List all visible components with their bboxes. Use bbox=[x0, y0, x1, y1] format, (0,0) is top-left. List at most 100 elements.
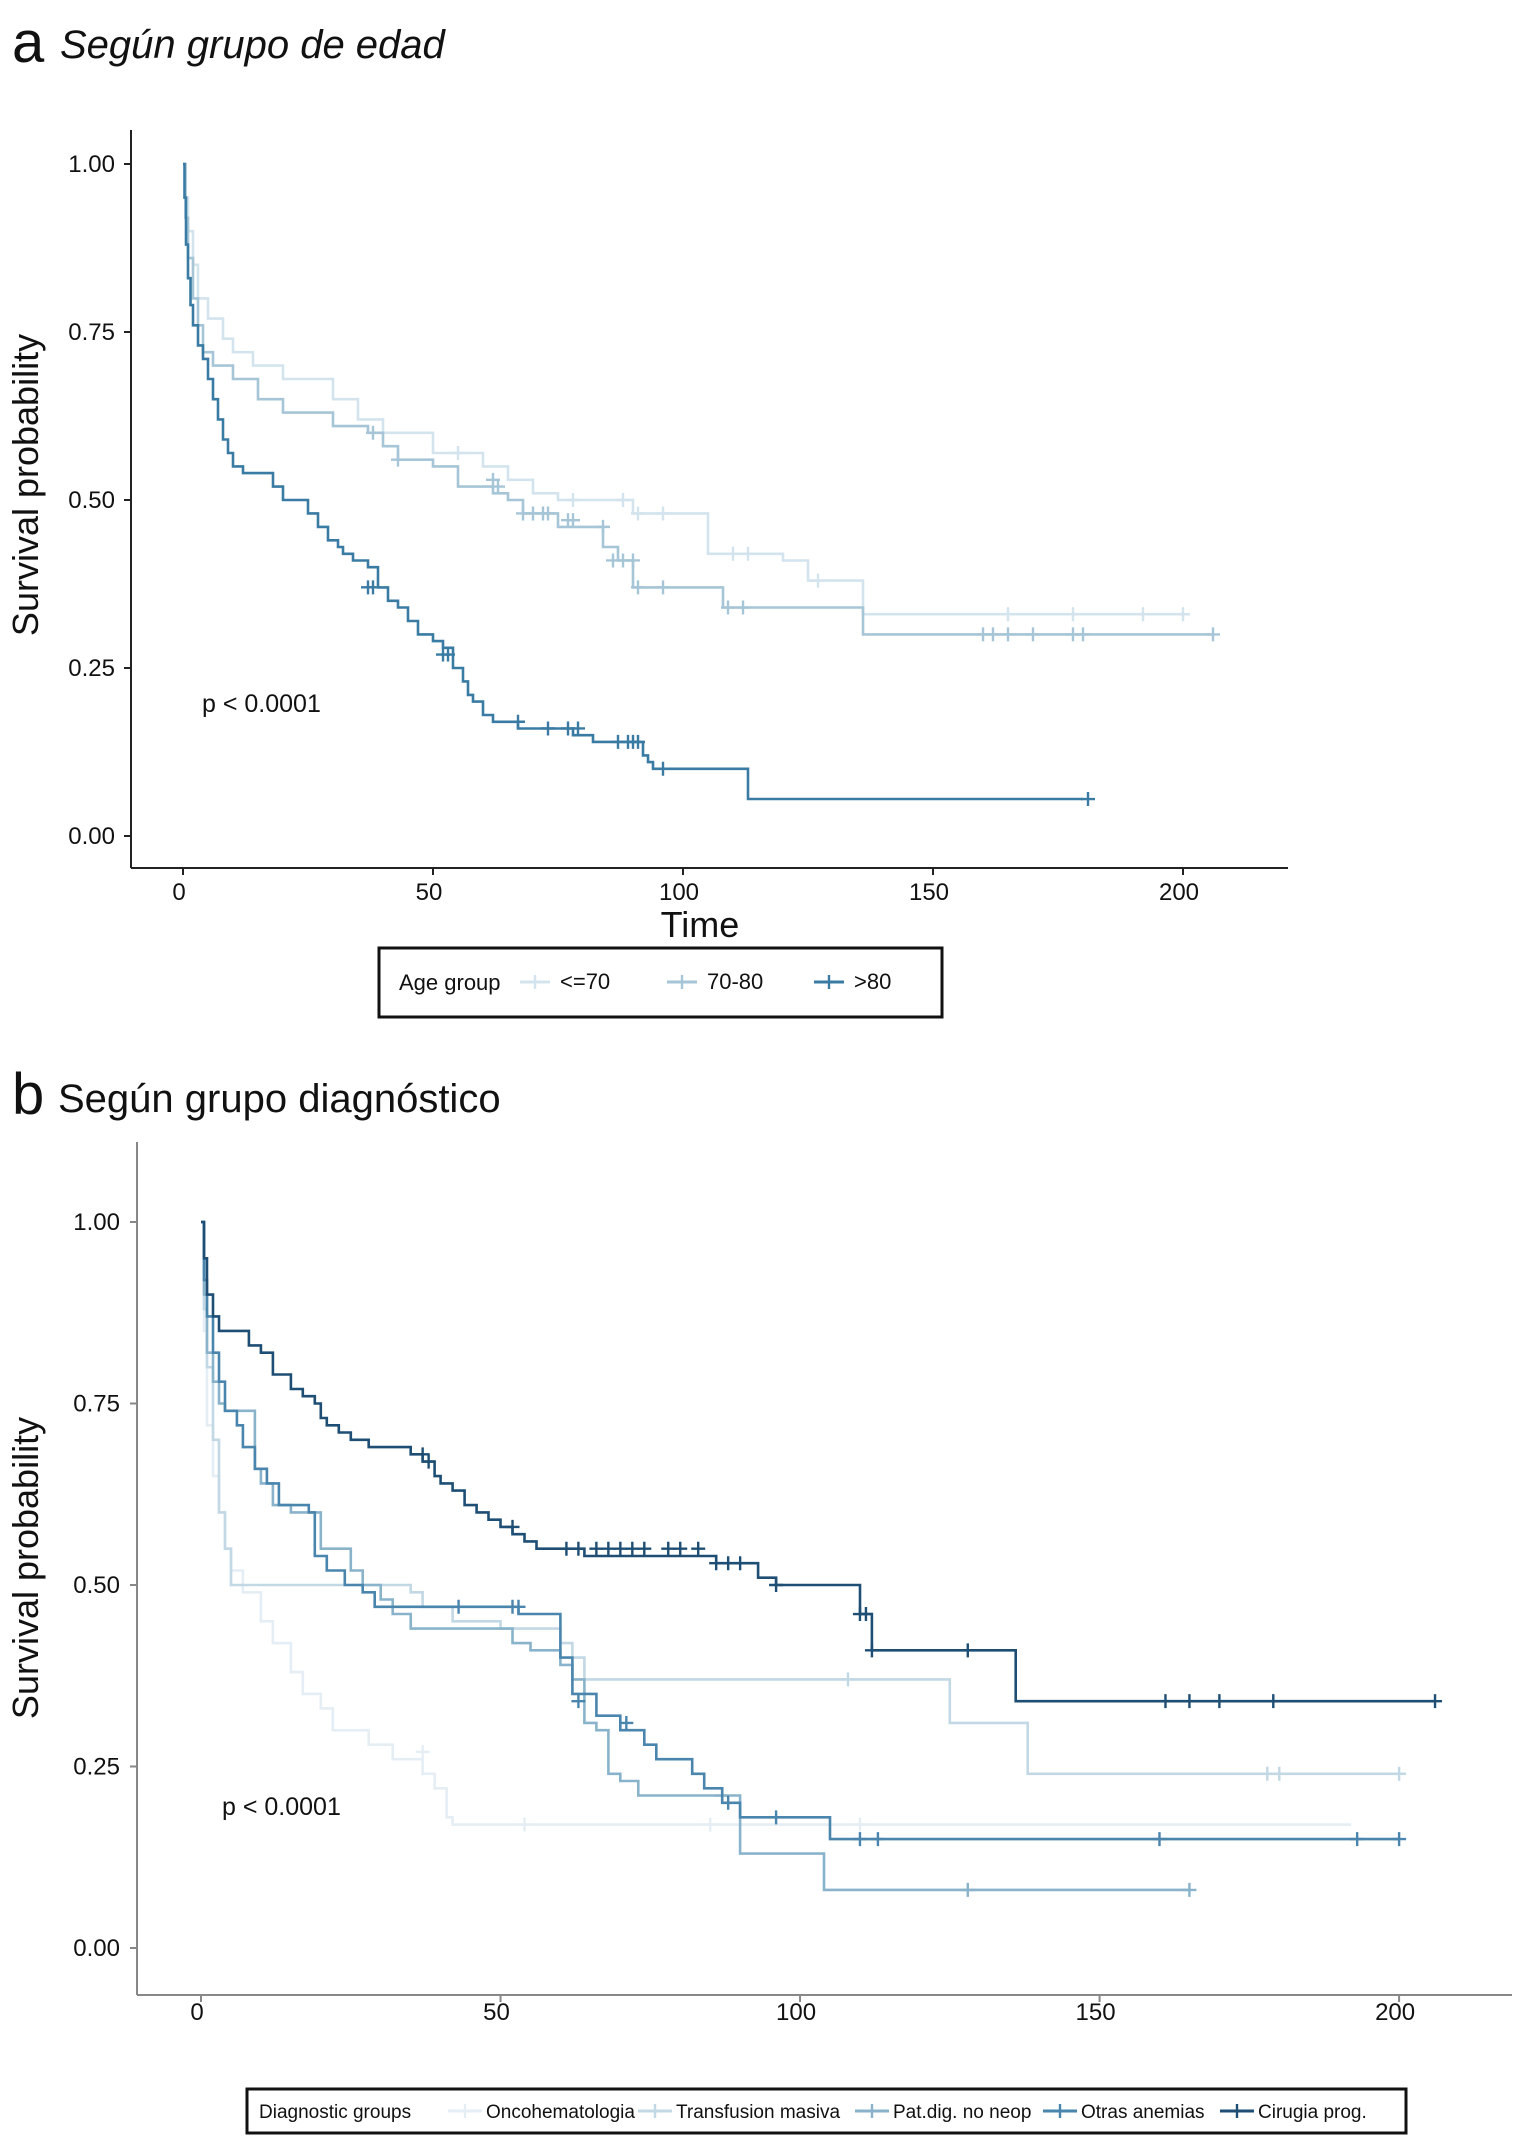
y-tick-label: 0.75 bbox=[68, 319, 115, 346]
censor-mark bbox=[1392, 1766, 1407, 1781]
censor-mark bbox=[491, 479, 505, 494]
censor-mark bbox=[415, 1744, 430, 1759]
legend-entry-label: Pat.dig. no neop bbox=[893, 2102, 1031, 2123]
legend-key-censor bbox=[865, 2104, 879, 2118]
censor-mark bbox=[626, 553, 640, 568]
censor-mark bbox=[571, 1694, 586, 1709]
y-tick-label: 1.00 bbox=[68, 151, 115, 178]
censor-mark bbox=[1152, 1832, 1167, 1847]
x-tick-label: 150 bbox=[909, 879, 949, 906]
censor-mark bbox=[656, 580, 670, 595]
plot-a: 0.00 0.25 0.50 0.75 1.00 0 50 100 150 200 p < 0.… bbox=[5, 130, 1288, 945]
censor-mark bbox=[858, 1607, 873, 1622]
y-tick-label: 0.25 bbox=[68, 655, 115, 682]
censor-mark bbox=[511, 714, 525, 729]
censor-mark bbox=[505, 1519, 520, 1534]
censor-mark bbox=[451, 1599, 466, 1614]
censor-mark bbox=[601, 1541, 616, 1556]
censor-mark bbox=[1212, 1694, 1227, 1709]
censor-mark bbox=[631, 580, 645, 595]
plot-b-legend-title: Diagnostic groups bbox=[259, 2102, 411, 2123]
plot-b: 0.00 0.25 0.50 0.75 1.00 0 50 100 150 200 p < 0.… bbox=[5, 1142, 1512, 2026]
plot-a-x-ticks: 0 50 100 150 200 bbox=[172, 868, 1199, 906]
censor-mark bbox=[736, 600, 750, 615]
plot-b-y-axis-title: Survival probability bbox=[5, 1417, 46, 1719]
censor-mark bbox=[1350, 1832, 1365, 1847]
censor-mark bbox=[656, 761, 670, 776]
censor-mark bbox=[637, 1541, 652, 1556]
plot-a-legend: Age group <=70 70-80 >80 bbox=[377, 946, 944, 1019]
plot-b-x-ticks: 0 50 100 150 200 bbox=[190, 1995, 1415, 2026]
plot-a-x-axis-title: Time bbox=[661, 904, 740, 945]
censor-mark bbox=[596, 519, 610, 534]
censor-mark bbox=[1076, 627, 1090, 642]
censor-mark bbox=[811, 573, 825, 588]
censor-mark bbox=[616, 493, 630, 507]
x-tick-label: 100 bbox=[776, 1999, 816, 2026]
censor-mark bbox=[986, 627, 1000, 642]
x-tick-label: 0 bbox=[172, 879, 185, 906]
plot-b-series bbox=[201, 1220, 1443, 1897]
panel-b-letter: b bbox=[12, 1062, 44, 1127]
x-tick-label: 50 bbox=[416, 879, 443, 906]
censor-mark bbox=[619, 1715, 634, 1730]
survival-curve-70-80 bbox=[183, 162, 1213, 636]
y-tick-label: 0.00 bbox=[68, 823, 115, 850]
censor-mark bbox=[566, 513, 580, 528]
plot-b-pvalue: p < 0.0001 bbox=[222, 1793, 341, 1821]
censor-mark bbox=[1026, 627, 1040, 642]
plot-a-legend-keys: <=70 70-80 >80 bbox=[520, 969, 891, 994]
censor-mark bbox=[589, 1541, 604, 1556]
censor-mark bbox=[571, 1541, 586, 1556]
censor-mark bbox=[1272, 1766, 1287, 1781]
legend-entry-label: >80 bbox=[854, 969, 891, 994]
plot-a-y-ticks: 0.00 0.25 0.50 0.75 1.00 bbox=[68, 151, 131, 850]
censor-mark bbox=[1266, 1694, 1281, 1709]
plot-a-series bbox=[183, 162, 1220, 807]
legend-entry-label: Cirugia prog. bbox=[1258, 2102, 1367, 2123]
censor-mark bbox=[673, 1541, 688, 1556]
censor-mark bbox=[415, 1447, 430, 1462]
x-tick-label: 200 bbox=[1159, 879, 1199, 906]
censor-mark bbox=[1001, 627, 1015, 642]
plot-b-legend-box bbox=[245, 2087, 1408, 2135]
x-tick-label: 50 bbox=[483, 1999, 510, 2026]
survival-curve--70 bbox=[183, 162, 1183, 616]
censor-mark bbox=[541, 506, 555, 521]
legend-key-censor bbox=[822, 975, 836, 989]
plot-a-legend-box bbox=[377, 946, 944, 1019]
censor-mark bbox=[366, 580, 380, 595]
survival-curve-otras-anemias bbox=[201, 1220, 1400, 1841]
x-tick-label: 0 bbox=[190, 1999, 203, 2026]
censor-mark bbox=[1428, 1694, 1443, 1709]
censor-mark bbox=[703, 1817, 718, 1832]
x-tick-label: 200 bbox=[1375, 1999, 1415, 2026]
legend-key-censor bbox=[675, 975, 689, 989]
censor-mark bbox=[726, 546, 740, 561]
y-tick-label: 0.50 bbox=[68, 487, 115, 514]
censor-mark bbox=[541, 721, 555, 736]
censor-mark bbox=[1260, 1766, 1275, 1781]
legend-key-censor bbox=[1230, 2104, 1244, 2118]
survival-curve-oncohematologia bbox=[201, 1220, 1352, 1826]
censor-mark bbox=[769, 1578, 784, 1592]
censor-mark bbox=[1206, 627, 1220, 642]
legend-key-censor bbox=[648, 2104, 662, 2118]
censor-mark bbox=[366, 425, 380, 440]
censor-mark bbox=[656, 506, 670, 521]
censor-mark bbox=[852, 1832, 867, 1847]
censor-mark bbox=[559, 1541, 574, 1556]
censor-mark bbox=[769, 1810, 784, 1825]
censor-mark bbox=[870, 1832, 885, 1847]
censor-mark bbox=[511, 1599, 526, 1614]
plot-a-legend-title: Age group bbox=[399, 970, 501, 995]
censor-mark bbox=[852, 1817, 867, 1832]
censor-mark bbox=[517, 1817, 532, 1832]
censor-mark bbox=[721, 1795, 736, 1810]
y-tick-label: 0.50 bbox=[73, 1572, 120, 1599]
survival-curve-transfusion-masiva bbox=[201, 1220, 1400, 1776]
survival-curve-cirugia-prog- bbox=[201, 1220, 1435, 1703]
censor-mark bbox=[960, 1643, 975, 1658]
censor-mark bbox=[1176, 607, 1190, 622]
censor-mark bbox=[661, 1541, 676, 1556]
